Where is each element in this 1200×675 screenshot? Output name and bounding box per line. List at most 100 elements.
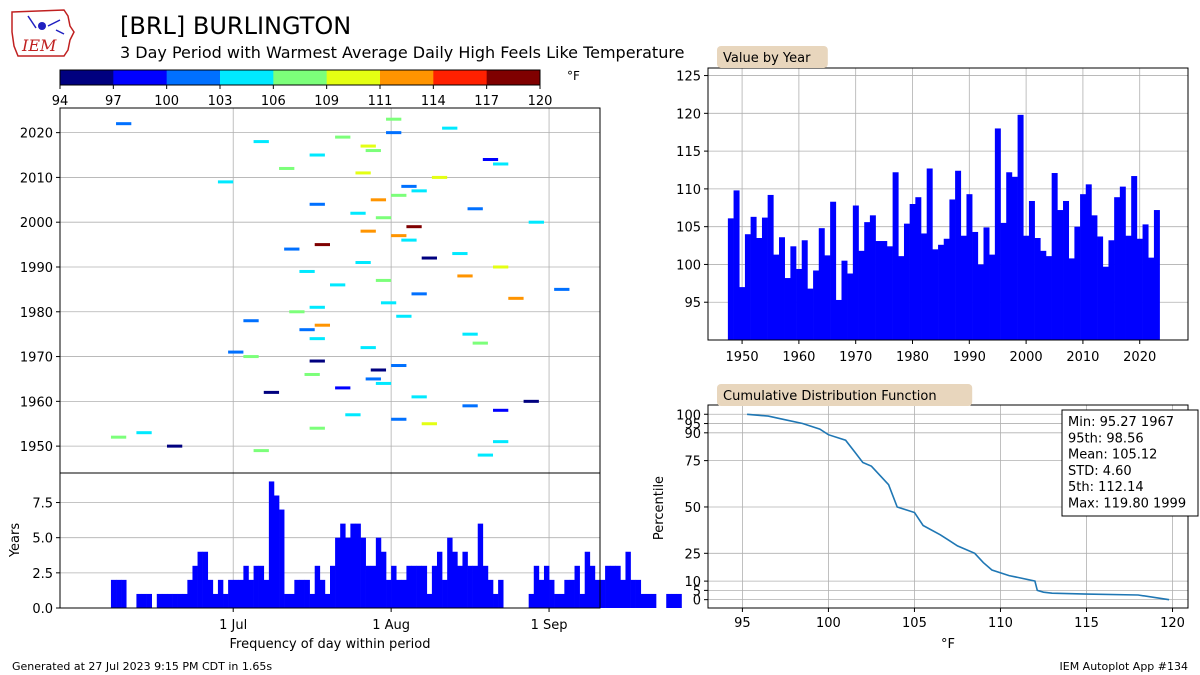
year-value-bar — [1011, 176, 1018, 340]
period-mark — [309, 337, 325, 341]
period-mark — [360, 346, 376, 350]
year-value-bar — [932, 249, 939, 340]
year-value-bar — [903, 223, 910, 340]
frequency-bar — [569, 579, 575, 608]
frequency-bar — [467, 565, 473, 608]
year-axis-tick-label: 1990 — [953, 350, 986, 365]
date-tick-label: 1 Sep — [531, 618, 568, 633]
period-mark — [330, 283, 346, 287]
frequency-bar — [650, 593, 657, 608]
period-mark — [380, 301, 397, 305]
period-mark — [309, 153, 325, 157]
year-tick-label: 2000 — [20, 216, 53, 231]
temp-tick-label: 95 — [734, 616, 751, 631]
frequency-bar — [543, 565, 550, 608]
frequency-bar — [671, 593, 677, 608]
period-mark — [116, 122, 132, 126]
percentile-tick-label: 5 — [693, 584, 701, 599]
period-mark — [365, 149, 381, 153]
year-value-bar — [1034, 238, 1041, 340]
frequency-bar — [493, 593, 499, 608]
period-mark — [136, 431, 152, 435]
frequency-bar — [498, 579, 504, 608]
year-value-bar — [773, 254, 780, 340]
frequency-bar — [294, 579, 300, 608]
year-tick-label: 1950 — [20, 440, 53, 455]
year-value-bar — [796, 268, 803, 340]
frequency-bar — [335, 537, 341, 608]
colorbar-tick-label: 97 — [105, 94, 122, 109]
period-mark — [386, 117, 402, 121]
year-tick-label: 1960 — [20, 395, 53, 410]
temp-tick-label: 105 — [902, 616, 927, 631]
frequency-bar — [228, 579, 234, 608]
year-tick-label: 1980 — [20, 306, 53, 321]
year-tick-label: 1970 — [20, 351, 53, 366]
year-value-bar — [767, 194, 774, 340]
frequency-bar — [110, 579, 117, 608]
frequency-bar — [319, 579, 326, 608]
period-mark — [309, 305, 325, 309]
colorbar-tick-label: 106 — [261, 94, 286, 109]
frequency-bar — [416, 565, 422, 608]
year-value-bar — [1051, 173, 1058, 340]
frequency-bar — [182, 593, 188, 608]
frequency-bar — [212, 593, 219, 608]
frequency-bar — [330, 565, 336, 608]
value-tick-label: 120 — [676, 107, 701, 122]
year-value-bar — [943, 238, 950, 340]
period-mark — [279, 166, 295, 170]
generated-footer: Generated at 27 Jul 2023 9:15 PM CDT in … — [12, 660, 273, 673]
frequency-bar — [610, 565, 616, 608]
frequency-bar — [406, 565, 412, 608]
period-mark — [299, 269, 315, 273]
frequency-bar — [564, 579, 570, 608]
period-mark — [355, 261, 371, 265]
year-value-bar — [926, 168, 933, 340]
year-value-bar — [1114, 197, 1121, 340]
year-value-bar — [972, 231, 979, 340]
period-mark — [457, 274, 473, 278]
year-axis-tick-label: 1950 — [726, 350, 759, 365]
year-value-bar — [1097, 236, 1104, 340]
period-mark — [314, 323, 330, 327]
period-mark — [411, 189, 427, 193]
frequency-bar — [146, 593, 152, 608]
frequency-bar — [365, 565, 372, 608]
frequency-bar — [177, 593, 183, 608]
year-value-bar — [847, 273, 854, 340]
value-tick-label: 115 — [676, 145, 701, 160]
logo-text: IEM — [21, 36, 57, 55]
frequency-bar — [600, 579, 606, 608]
period-mark — [391, 417, 407, 421]
period-mark — [493, 408, 509, 412]
period-mark — [110, 435, 127, 439]
stats-line: Mean: 105.12 — [1068, 448, 1157, 463]
colorbar-segment — [486, 70, 541, 85]
years-tick-label: 5.0 — [32, 532, 53, 547]
frequency-bar — [436, 551, 443, 608]
colorbar-unit-label: °F — [567, 69, 580, 83]
year-value-bar — [830, 201, 837, 340]
period-mark — [289, 310, 305, 314]
colorbar-tick-label: 117 — [474, 94, 499, 109]
years-tick-label: 2.5 — [32, 567, 53, 582]
year-value-bar — [744, 234, 751, 340]
frequency-bar — [172, 593, 178, 608]
frequency-bar — [487, 579, 494, 608]
page-title: [BRL] BURLINGTON — [120, 12, 352, 40]
year-value-bar — [869, 215, 876, 340]
year-axis-tick-label: 1980 — [896, 350, 929, 365]
percentile-tick-label: 10 — [684, 575, 701, 590]
period-mark — [335, 135, 351, 139]
period-mark — [508, 296, 524, 300]
period-mark — [391, 234, 407, 238]
frequency-bar — [161, 593, 168, 608]
period-mark — [375, 381, 392, 385]
period-mark — [253, 140, 269, 144]
frequency-bar — [549, 579, 555, 608]
frequency-bar — [640, 593, 647, 608]
frequency-bar — [554, 593, 560, 608]
colorbar-tick-label: 100 — [154, 94, 179, 109]
frequency-bar — [528, 593, 535, 608]
